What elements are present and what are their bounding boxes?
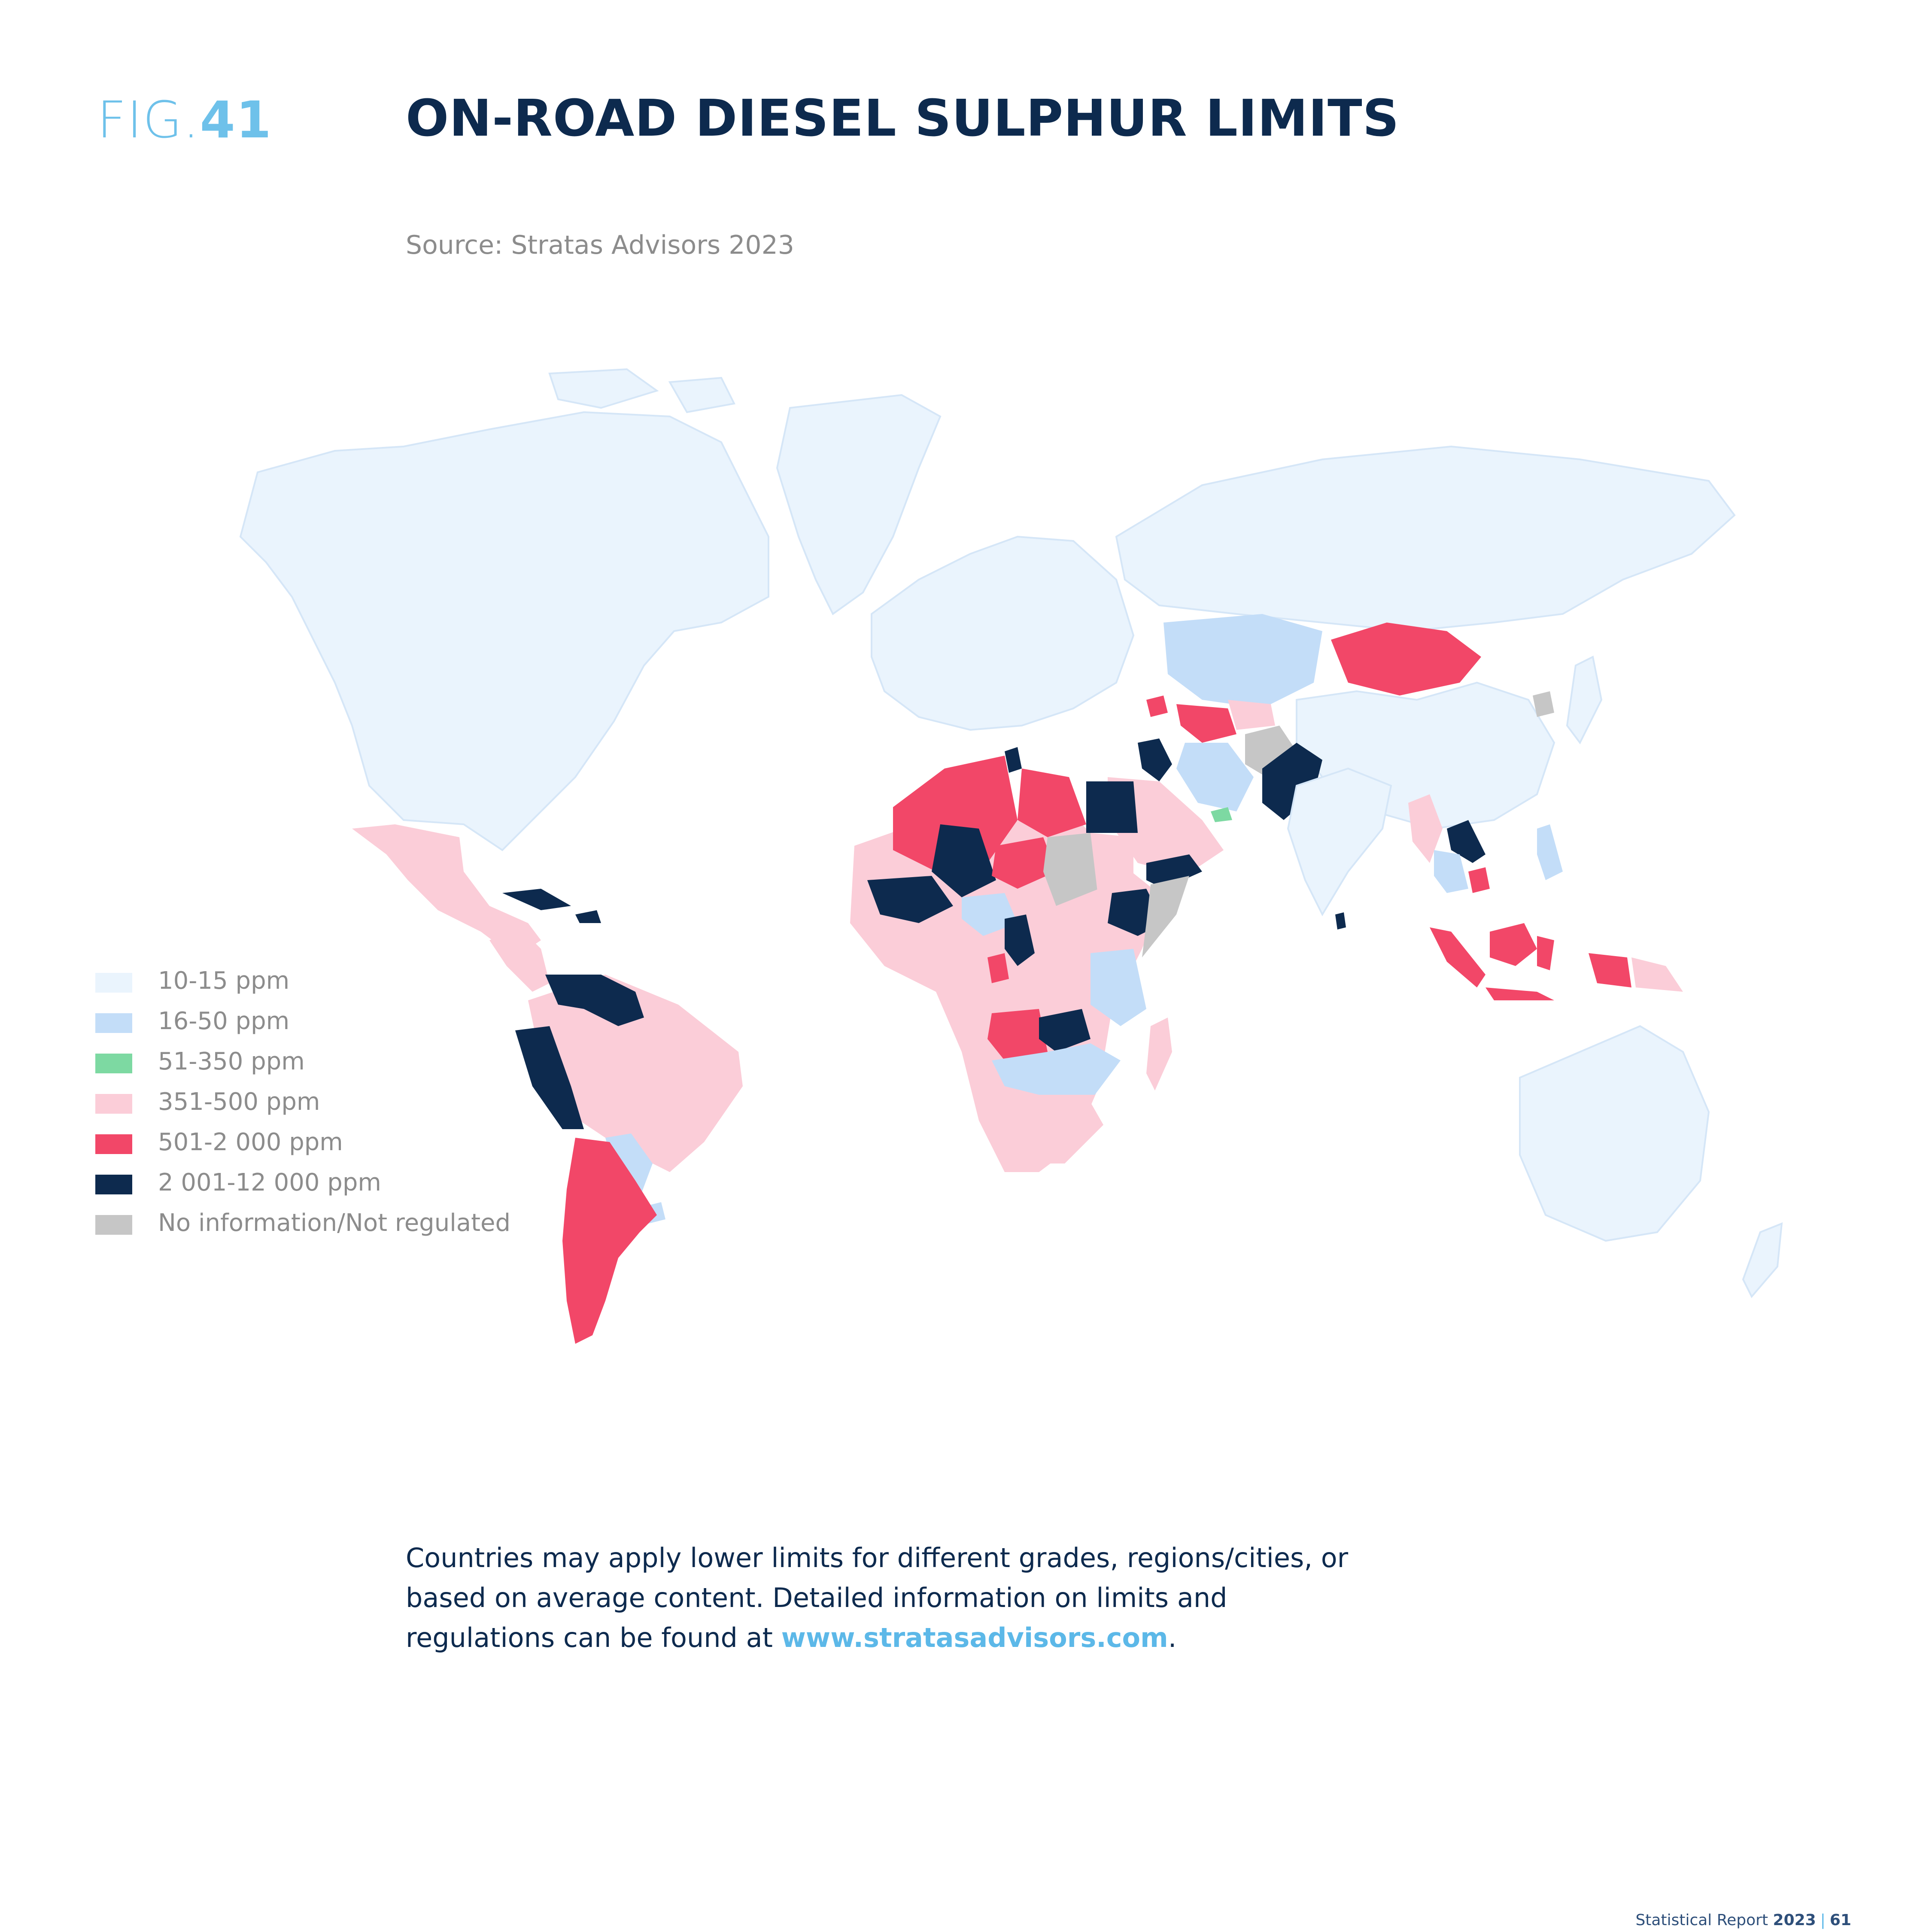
south-america-north xyxy=(528,975,743,1172)
cuba xyxy=(502,889,571,910)
page-title: ON-ROAD DIESEL SULPHUR LIMITS xyxy=(406,88,1400,148)
legend-swatch xyxy=(95,1175,132,1194)
sumatra xyxy=(1430,927,1485,987)
legend-swatch xyxy=(95,1134,132,1154)
world-map-svg xyxy=(239,368,1783,1344)
source-caption: Source: Stratas Advisors 2023 xyxy=(406,230,794,260)
papua-new-guinea xyxy=(1631,957,1683,992)
japan xyxy=(1566,656,1603,744)
figure-prefix: FIG. xyxy=(97,90,200,149)
borneo xyxy=(1490,923,1537,966)
sulawesi xyxy=(1537,936,1554,970)
new-guinea-west xyxy=(1589,953,1631,987)
footer-separator: | xyxy=(1820,1911,1826,1929)
figure-label: FIG.41 xyxy=(97,90,272,149)
afghanistan xyxy=(1245,726,1297,777)
legend-label: 351-500 ppm xyxy=(158,1088,320,1116)
page-number: 61 xyxy=(1829,1911,1851,1929)
russia xyxy=(1115,445,1736,632)
india xyxy=(1287,767,1392,917)
kazakhstan xyxy=(1163,614,1322,708)
mexico xyxy=(352,824,541,957)
laos-vietnam xyxy=(1447,820,1485,863)
west-africa-coast xyxy=(867,876,953,923)
world-map xyxy=(163,356,1876,1374)
myanmar xyxy=(1408,794,1443,863)
new-zealand xyxy=(1742,1222,1783,1298)
saudi-arabia xyxy=(1108,777,1224,876)
philippines xyxy=(1537,824,1563,880)
legend-swatch xyxy=(95,1054,132,1073)
legend-label: 2 001-12 000 ppm xyxy=(158,1169,381,1197)
uae xyxy=(1211,807,1232,822)
australia xyxy=(1519,1025,1710,1242)
mongolia xyxy=(1331,623,1481,696)
east-africa xyxy=(1091,949,1146,1026)
legend-label: 501-2 000 ppm xyxy=(158,1128,343,1156)
angola xyxy=(987,1009,1048,1060)
turkmenistan xyxy=(1176,704,1236,743)
footer-text: Statistical Report xyxy=(1635,1911,1773,1929)
legend-label: 16-50 ppm xyxy=(158,1007,290,1035)
java xyxy=(1485,987,1554,1000)
iran xyxy=(1176,743,1254,811)
congo xyxy=(987,953,1009,983)
north-america xyxy=(239,411,769,851)
bolivia-paraguay xyxy=(605,1133,653,1198)
madagascar xyxy=(1146,1018,1172,1091)
legend-label: 10-15 ppm xyxy=(158,967,290,995)
niger xyxy=(992,837,1056,889)
hispaniola xyxy=(575,910,601,923)
arctic-island xyxy=(668,377,735,413)
figure-number: 41 xyxy=(200,90,272,149)
footnote-text: Countries may apply lower limits for dif… xyxy=(406,1542,1349,1653)
north-korea xyxy=(1533,691,1554,717)
libya xyxy=(1018,769,1086,837)
argentina-chile xyxy=(562,1138,657,1344)
iraq-syria xyxy=(1138,738,1172,781)
south-africa xyxy=(1005,1095,1103,1163)
sudan xyxy=(1091,833,1133,906)
footnote: Countries may apply lower limits for dif… xyxy=(406,1538,1359,1658)
southern-africa xyxy=(992,1043,1121,1095)
egypt xyxy=(1086,781,1138,833)
legend-swatch xyxy=(95,1094,132,1114)
greenland xyxy=(776,394,942,615)
pakistan xyxy=(1262,743,1322,820)
europe xyxy=(871,535,1135,731)
sri-lanka xyxy=(1335,912,1346,930)
somalia xyxy=(1142,876,1189,957)
legend-swatch xyxy=(95,973,132,993)
legend-label: No information/Not regulated xyxy=(158,1209,511,1237)
footnote-end: . xyxy=(1168,1622,1177,1653)
chad-sudan xyxy=(1043,833,1099,906)
venezuela-guyana xyxy=(545,975,644,1026)
yemen xyxy=(1146,854,1202,889)
mali xyxy=(932,824,996,897)
tunisia xyxy=(1005,747,1022,773)
legend-swatch xyxy=(95,1013,132,1033)
arctic-island xyxy=(548,368,659,409)
peru-ecuador xyxy=(515,1026,584,1129)
legend-swatch xyxy=(95,1215,132,1235)
thailand xyxy=(1434,850,1468,893)
page-footer: Statistical Report 2023 | 61 xyxy=(1635,1911,1851,1929)
uzbekistan xyxy=(1228,700,1275,730)
zambia xyxy=(1039,1009,1091,1052)
central-america xyxy=(489,927,550,992)
caucasus xyxy=(1146,696,1168,717)
morocco-algeria xyxy=(893,756,1018,872)
stratas-link[interactable]: www.stratasadvisors.com xyxy=(781,1622,1168,1653)
cambodia xyxy=(1468,867,1490,893)
footer-year: 2023 xyxy=(1773,1911,1816,1929)
nigeria xyxy=(962,893,1018,936)
legend-label: 51-350 ppm xyxy=(158,1048,305,1075)
cameroon xyxy=(1005,914,1035,966)
